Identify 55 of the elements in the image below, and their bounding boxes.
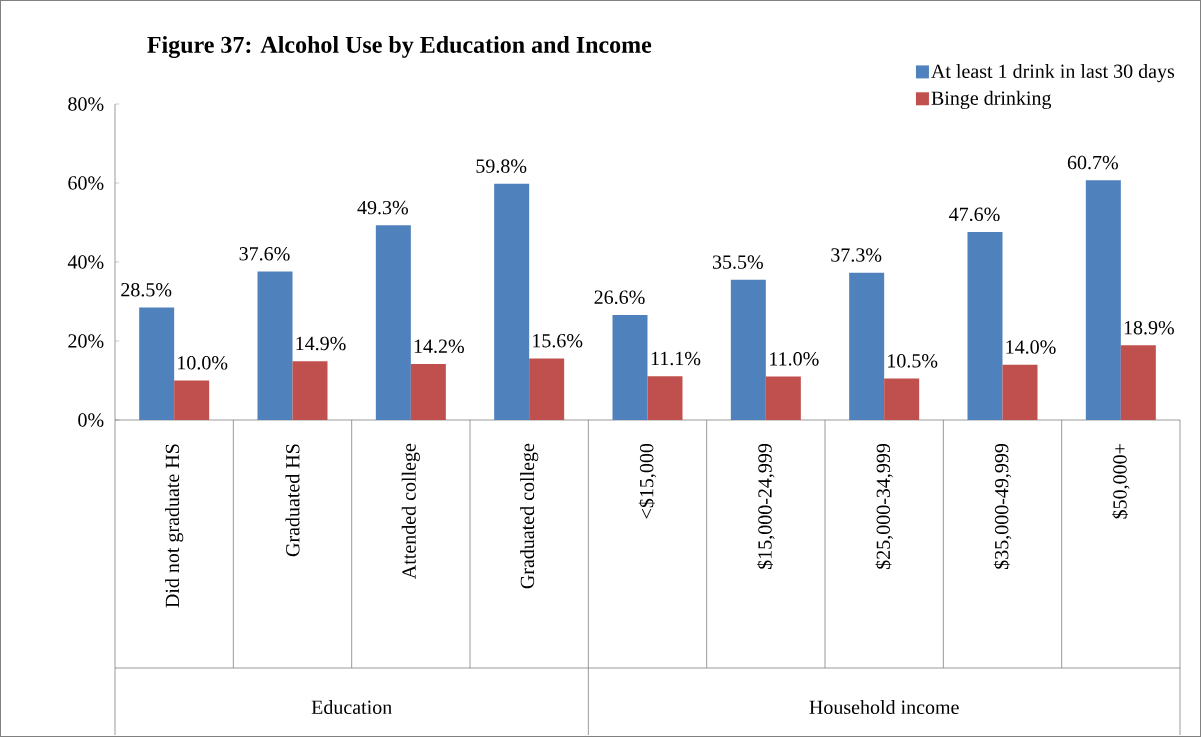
- data-label: 26.6%: [594, 290, 645, 305]
- bar: [612, 314, 648, 420]
- data-label: 15.6%: [533, 333, 583, 348]
- text: Education: [311, 699, 392, 715]
- x-tick-label: Graduated HS: [285, 444, 300, 557]
- bar: [139, 307, 175, 420]
- text: Household income: [809, 699, 959, 715]
- x-tick-label: $50,000+: [1112, 444, 1130, 519]
- legend-label: Binge drinking: [931, 90, 1052, 110]
- data-label: 37.6%: [239, 247, 290, 261]
- data-label: 11.1%: [651, 351, 701, 366]
- bar: [765, 376, 801, 420]
- legend-label: At least 1 drink in last 30 days: [931, 63, 1175, 83]
- data-label: 35.5%: [712, 255, 763, 269]
- bar: [494, 183, 530, 420]
- data-label: 59.8%: [476, 159, 527, 173]
- x-tick-label: Attended college: [401, 443, 420, 579]
- data-label: 14.0%: [1006, 340, 1056, 354]
- data-label: 60.7%: [1067, 155, 1118, 170]
- bar: [174, 380, 210, 420]
- data-label: 37.3%: [831, 248, 882, 262]
- data-label: 14.2%: [414, 339, 464, 354]
- bar: [375, 225, 411, 420]
- bar: [884, 378, 920, 420]
- bar: [529, 358, 565, 420]
- bar: [647, 376, 683, 420]
- data-label: 28.5%: [121, 282, 172, 297]
- bar: [967, 231, 1003, 420]
- data-label: 10.0%: [178, 356, 228, 370]
- y-tick-label: 0%: [78, 413, 104, 427]
- chart-title: Figure 37: Alcohol Use by Education and Income: [147, 36, 652, 58]
- y-tick-label: 60%: [68, 176, 104, 190]
- x-tick-label: Graduated college: [520, 443, 539, 589]
- bar: [292, 361, 328, 420]
- y-tick-label: 40%: [67, 255, 104, 269]
- x-tick-label: $35,000-49,999: [993, 443, 1012, 569]
- data-label: 10.5%: [888, 354, 938, 368]
- x-tick-label: Did not graduate HS: [165, 444, 184, 608]
- x-tick-label: <$15,000: [638, 443, 657, 519]
- data-label: 47.6%: [949, 207, 1000, 222]
- bar: [1085, 180, 1121, 420]
- data-label: 11.0%: [770, 352, 819, 366]
- bar: [1002, 364, 1038, 420]
- bar: [257, 271, 293, 420]
- data-label: 49.3%: [357, 200, 408, 215]
- data-label: 14.9%: [296, 336, 346, 351]
- data-label: 18.9%: [1124, 320, 1174, 335]
- x-tick-label: $15,000-24,999: [757, 443, 775, 569]
- y-tick-label: 20%: [68, 334, 104, 348]
- bar: [1120, 345, 1156, 420]
- bar: [410, 363, 446, 420]
- x-tick-label: $25,000-34,999: [875, 443, 893, 569]
- y-tick-label: 80%: [68, 97, 104, 111]
- bar: [849, 272, 885, 420]
- bar: [730, 279, 766, 420]
